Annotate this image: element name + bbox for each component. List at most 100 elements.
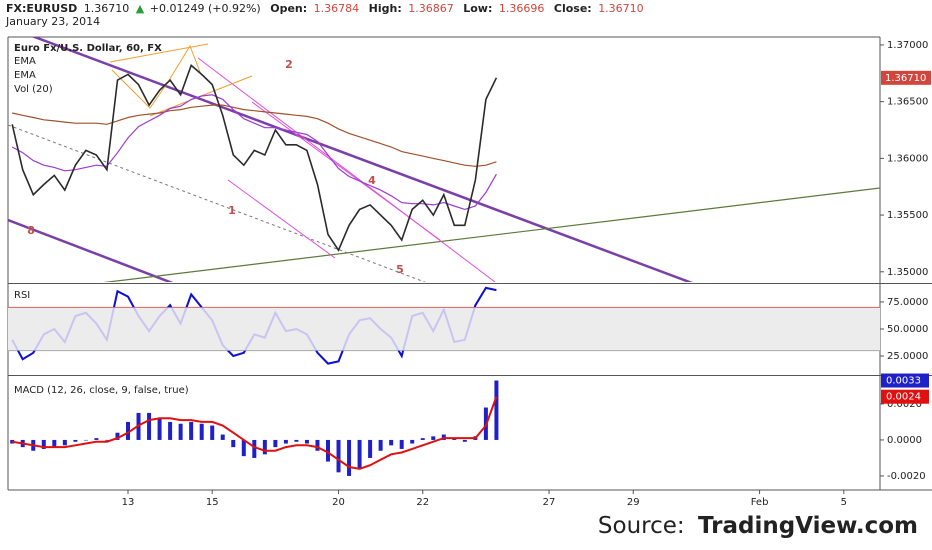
panel [11, 64, 498, 252]
trend-line [197, 57, 496, 282]
macd-bar [294, 439, 299, 442]
trend-line [103, 187, 880, 282]
x-tick-label: 5 [841, 497, 847, 508]
macd-bar [104, 439, 109, 441]
macd-bar [231, 439, 236, 448]
value-tag-bg [881, 373, 929, 388]
trend-line [251, 101, 441, 241]
close: 1.36710 [598, 2, 644, 15]
symbol: FX:EURUSD [6, 2, 77, 15]
macd-bar [462, 439, 467, 442]
trend-lines [8, 37, 880, 282]
macd-bar [168, 421, 173, 440]
macd-bar [241, 439, 246, 457]
high: 1.36867 [408, 2, 454, 15]
macd-bar [326, 439, 330, 462]
panel-title: MACD (12, 26, close, 9, false, true) [14, 385, 189, 396]
macd-bar [315, 439, 320, 451]
price-line [11, 94, 497, 211]
macd-bar [178, 423, 183, 440]
trend-line [109, 43, 209, 63]
macd-bar [62, 439, 67, 446]
macd-bar [389, 439, 394, 446]
macd-bar [431, 436, 436, 440]
macd-bar [252, 439, 257, 458]
wave-label: 4 [368, 174, 376, 187]
rsi-line [11, 286, 497, 365]
x-tick-label: Feb [751, 497, 769, 508]
y-tick-label: 75.0000 [887, 297, 928, 308]
macd-bar [357, 439, 362, 469]
source-site: TradingView.com [698, 513, 918, 539]
macd-bar [147, 412, 152, 440]
value-tag: 0.0033 [886, 376, 921, 387]
macd-bar [347, 439, 352, 476]
macd-bar [368, 439, 373, 458]
macd-bar [220, 434, 225, 440]
macd-bar [304, 439, 309, 444]
macd-bar [115, 432, 120, 440]
x-tick-label: 15 [206, 497, 219, 508]
y-tick-label: 1.35000 [887, 267, 928, 278]
panel-title: RSI [14, 290, 30, 301]
price-line [11, 64, 498, 252]
macd-bar [399, 439, 404, 449]
macd-bar [52, 439, 57, 448]
low: 1.36696 [499, 2, 545, 15]
price-tag: 1.36710 [885, 73, 926, 84]
macd-bar [83, 439, 88, 441]
macd-bar [126, 421, 130, 440]
open: 1.36784 [314, 2, 360, 15]
last-price: 1.36710 [84, 2, 130, 15]
chart-title: Euro Fx/U.S. Dollar, 60, FX [14, 43, 162, 54]
price-tag-bg [881, 70, 931, 85]
macd-bar [283, 439, 288, 444]
arrow: ▲ [136, 2, 145, 15]
macd-bar [210, 425, 215, 440]
x-tick-label: 13 [122, 497, 135, 508]
y-tick-label: 0.0020 [887, 399, 922, 410]
signal-line [12, 396, 498, 470]
y-tick-label: 25.0000 [887, 351, 928, 362]
macd-bar [378, 439, 383, 451]
macd-bar [494, 380, 499, 440]
value-tag: 0.0024 [886, 392, 921, 403]
y-tick-label: 1.36000 [887, 153, 928, 164]
trend-line [31, 37, 693, 282]
source: Source: TradingView.com [598, 513, 918, 539]
x-tick-label: 20 [332, 497, 345, 508]
macd-bar [410, 439, 415, 444]
trend-line [8, 124, 427, 282]
value-tag-bg [881, 389, 929, 404]
y-tick-label: 50.0000 [887, 324, 928, 335]
y-tick-label: -0.0020 [887, 471, 926, 482]
source-prefix: Source: [598, 513, 685, 539]
legend-entry: EMA [14, 56, 36, 67]
close-label: Close: [554, 2, 592, 15]
low-label: Low: [463, 2, 492, 15]
x-tick-label: 22 [416, 497, 429, 508]
wave-label: 1 [228, 204, 236, 217]
high-label: High: [369, 2, 402, 15]
macd-bar [199, 423, 204, 440]
y-tick-label: 1.37000 [887, 40, 928, 51]
wave-label: 8 [27, 224, 35, 237]
macd-bar [336, 439, 341, 473]
macd-bar [189, 421, 194, 440]
macd-bar [94, 438, 99, 440]
panel [8, 286, 880, 365]
rsi-band-fill [8, 307, 880, 351]
trend-line [8, 218, 174, 282]
legend-entry: Vol (20) [14, 84, 53, 95]
trend-line [227, 179, 336, 259]
date: January 23, 2014 [5, 15, 100, 28]
macd-bar [420, 438, 425, 440]
header-line: FX:EURUSD 1.36710 ▲ +0.01249 (+0.92%) Op… [6, 2, 644, 15]
y-tick-label: 1.36500 [887, 97, 928, 108]
macd-bar [273, 439, 278, 448]
change: +0.01249 (+0.92%) [150, 2, 261, 15]
macd-bar [41, 439, 46, 449]
open-label: Open: [270, 2, 307, 15]
y-tick-label: 0.0000 [887, 435, 922, 446]
